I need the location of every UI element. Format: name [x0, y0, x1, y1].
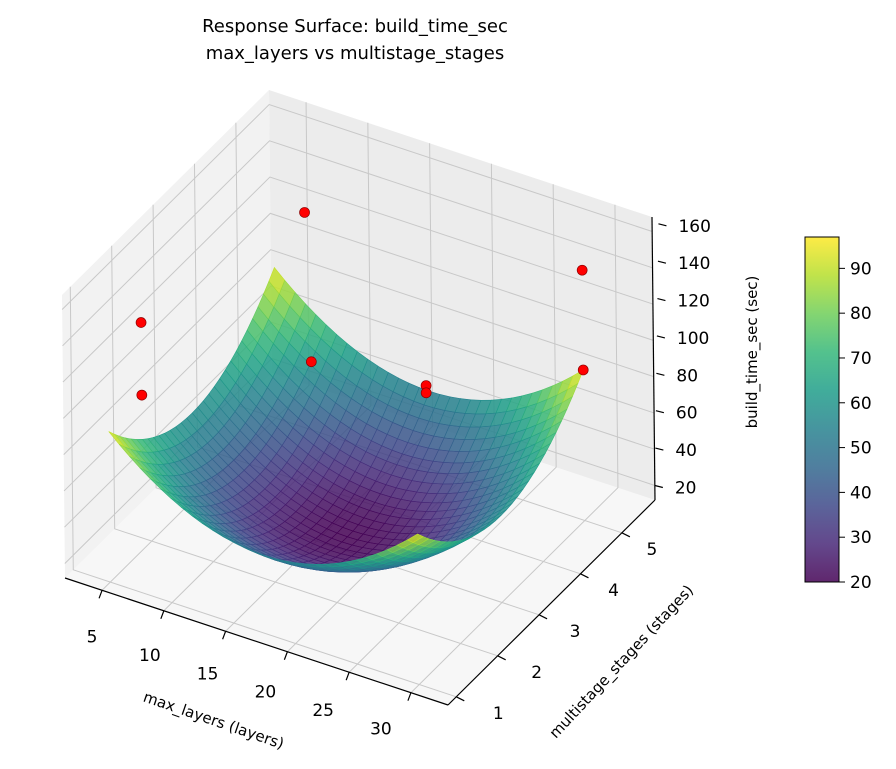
- z-tick-label: 160: [678, 217, 710, 237]
- z-tick-label: 20: [675, 478, 697, 498]
- x-tick-label: 25: [312, 701, 334, 721]
- y-tick-label: 3: [570, 622, 581, 642]
- x-tick: [223, 631, 226, 639]
- y-tick-label: 5: [646, 540, 657, 560]
- y-tick-label: 4: [608, 581, 619, 601]
- x-tick-label: 20: [255, 683, 277, 703]
- z-tick: [655, 448, 663, 450]
- data-point: [306, 357, 316, 367]
- x-tick: [161, 611, 164, 619]
- data-point: [577, 265, 587, 275]
- z-tick-label: 80: [676, 366, 698, 386]
- colorbar-tick-label: 60: [850, 394, 872, 414]
- data-point: [578, 365, 588, 375]
- y-tick-label: 2: [531, 663, 542, 683]
- z-axis-label: build_time_sec (sec): [743, 276, 762, 429]
- z-tick: [656, 373, 664, 375]
- x-tick-label: 5: [87, 627, 98, 647]
- data-point: [136, 318, 146, 328]
- data-point: [300, 207, 310, 217]
- colorbar-tick-label: 20: [850, 573, 872, 593]
- colorbar: [805, 237, 839, 582]
- x-tick: [408, 693, 411, 701]
- y-axis-label: multistage_stages (stages): [546, 581, 698, 742]
- colorbar-ticks: 20 30 40 50 60 70 80 90: [839, 259, 872, 593]
- chart-title: Response Surface: build_time_sec: [202, 16, 508, 37]
- z-tick: [656, 411, 664, 413]
- y-tick: [539, 615, 547, 619]
- z-tick: [655, 485, 663, 487]
- y-tick: [580, 574, 588, 578]
- z-tick-label: 40: [675, 441, 697, 461]
- y-tick: [622, 533, 630, 537]
- colorbar-tick-label: 30: [850, 528, 872, 548]
- z-tick-label: 60: [676, 404, 698, 424]
- data-point: [421, 388, 431, 398]
- y-tick: [498, 656, 506, 660]
- z-tick: [657, 299, 665, 301]
- x-tick: [284, 652, 287, 660]
- z-tick: [658, 261, 666, 263]
- x-tick-label: 10: [139, 646, 161, 666]
- colorbar-tick-label: 90: [850, 259, 872, 279]
- z-tick-label: 100: [677, 329, 709, 349]
- x-tick: [346, 672, 349, 680]
- colorbar-tick-label: 40: [850, 483, 872, 503]
- z-tick: [658, 224, 666, 226]
- data-point: [137, 390, 147, 400]
- x-tick-label: 15: [197, 664, 219, 684]
- colorbar-tick-label: 80: [850, 304, 872, 324]
- colorbar-tick-label: 50: [850, 439, 872, 459]
- x-tick-label: 30: [370, 720, 392, 740]
- z-tick-label: 120: [677, 292, 709, 312]
- chart-subtitle: max_layers vs multistage_stages: [206, 43, 505, 64]
- y-tick: [456, 697, 464, 701]
- x-tick: [99, 590, 102, 598]
- y-tick-label: 1: [493, 704, 504, 724]
- z-tick-label: 140: [678, 254, 710, 274]
- colorbar-tick-label: 70: [850, 349, 872, 369]
- z-tick: [657, 336, 665, 338]
